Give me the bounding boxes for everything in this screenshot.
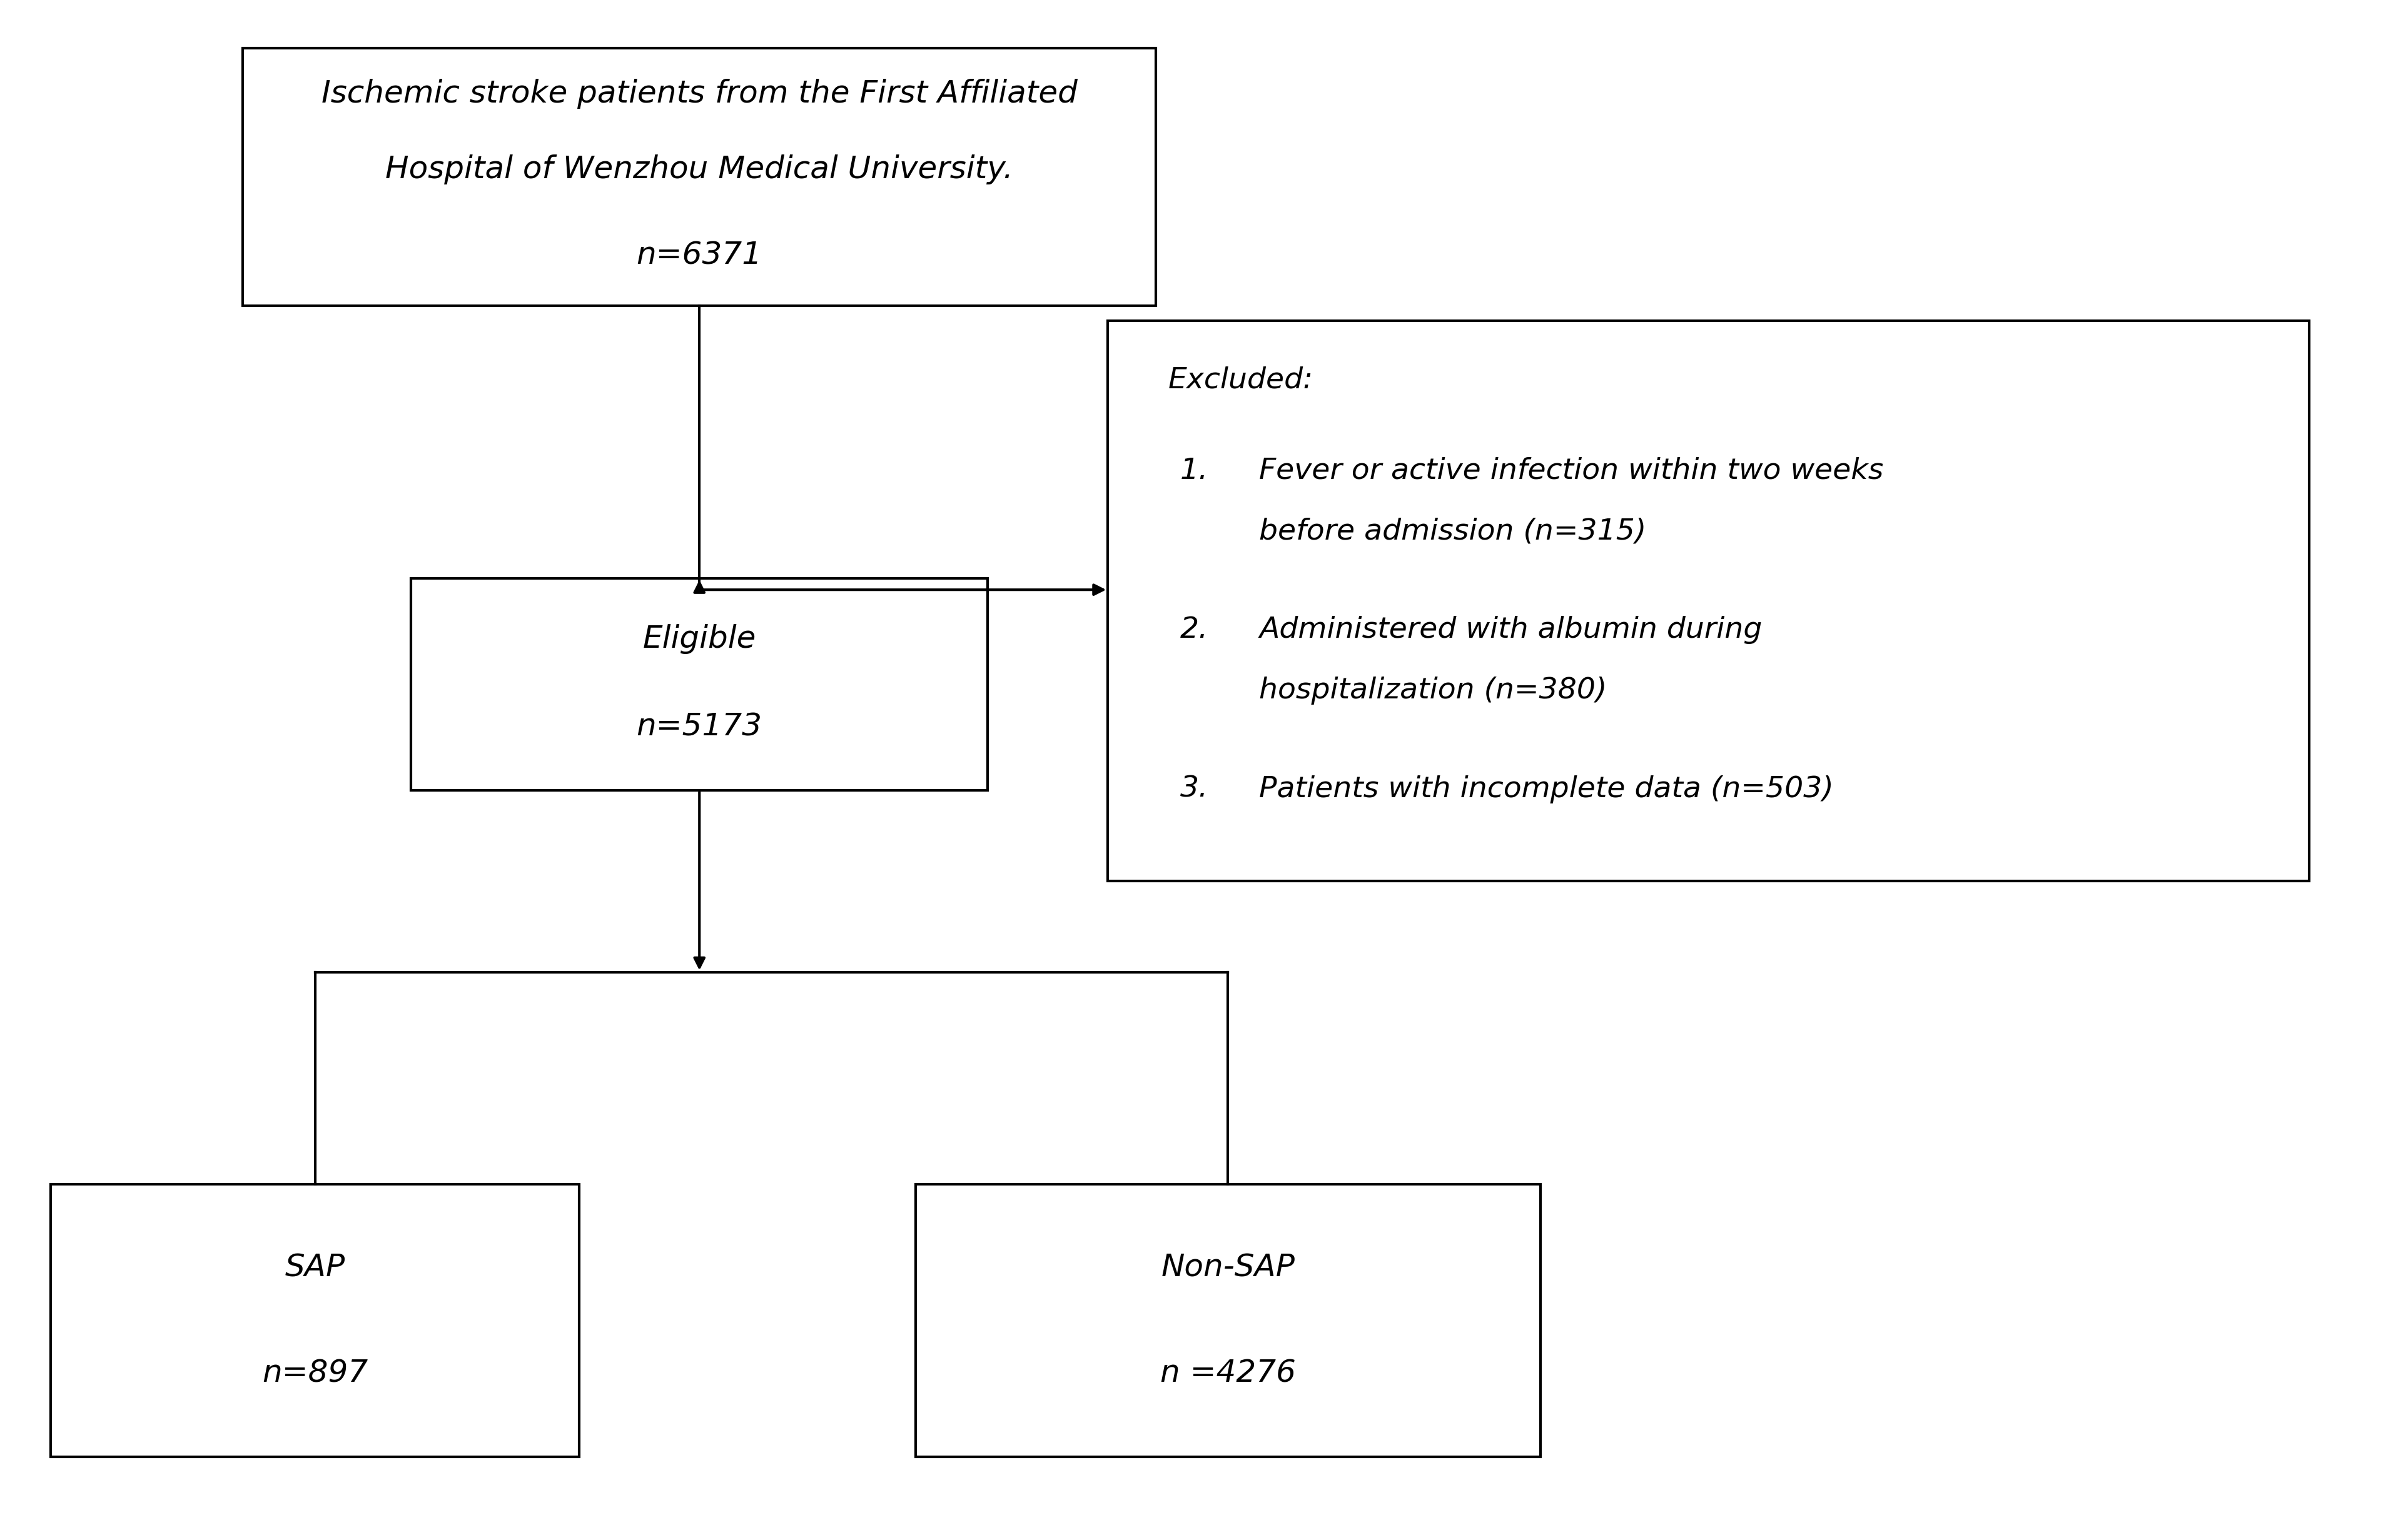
Text: n=6371: n=6371 xyxy=(636,240,763,271)
Text: 3.: 3. xyxy=(1180,775,1209,803)
FancyBboxPatch shape xyxy=(243,49,1156,306)
Text: Excluded:: Excluded: xyxy=(1168,366,1312,394)
FancyBboxPatch shape xyxy=(1108,321,2309,882)
FancyBboxPatch shape xyxy=(51,1184,580,1456)
Text: Fever or active infection within two weeks: Fever or active infection within two wee… xyxy=(1259,458,1883,485)
Text: before admission (n=315): before admission (n=315) xyxy=(1259,518,1647,546)
FancyBboxPatch shape xyxy=(412,578,987,790)
Text: Patients with incomplete data (n=503): Patients with incomplete data (n=503) xyxy=(1259,775,1835,803)
Text: n=897: n=897 xyxy=(262,1359,368,1388)
Text: Eligible: Eligible xyxy=(643,623,756,654)
Text: 1.: 1. xyxy=(1180,458,1209,485)
Text: Administered with albumin during: Administered with albumin during xyxy=(1259,616,1763,644)
Text: hospitalization (n=380): hospitalization (n=380) xyxy=(1259,676,1606,705)
Text: Non-SAP: Non-SAP xyxy=(1161,1252,1296,1283)
Text: n=5173: n=5173 xyxy=(636,711,763,742)
Text: 2.: 2. xyxy=(1180,616,1209,644)
Text: Hospital of Wenzhou Medical University.: Hospital of Wenzhou Medical University. xyxy=(385,154,1014,184)
Text: n =4276: n =4276 xyxy=(1161,1359,1296,1388)
FancyBboxPatch shape xyxy=(915,1184,1541,1456)
Text: SAP: SAP xyxy=(284,1252,344,1283)
Text: Ischemic stroke patients from the First Affiliated: Ischemic stroke patients from the First … xyxy=(320,79,1076,108)
